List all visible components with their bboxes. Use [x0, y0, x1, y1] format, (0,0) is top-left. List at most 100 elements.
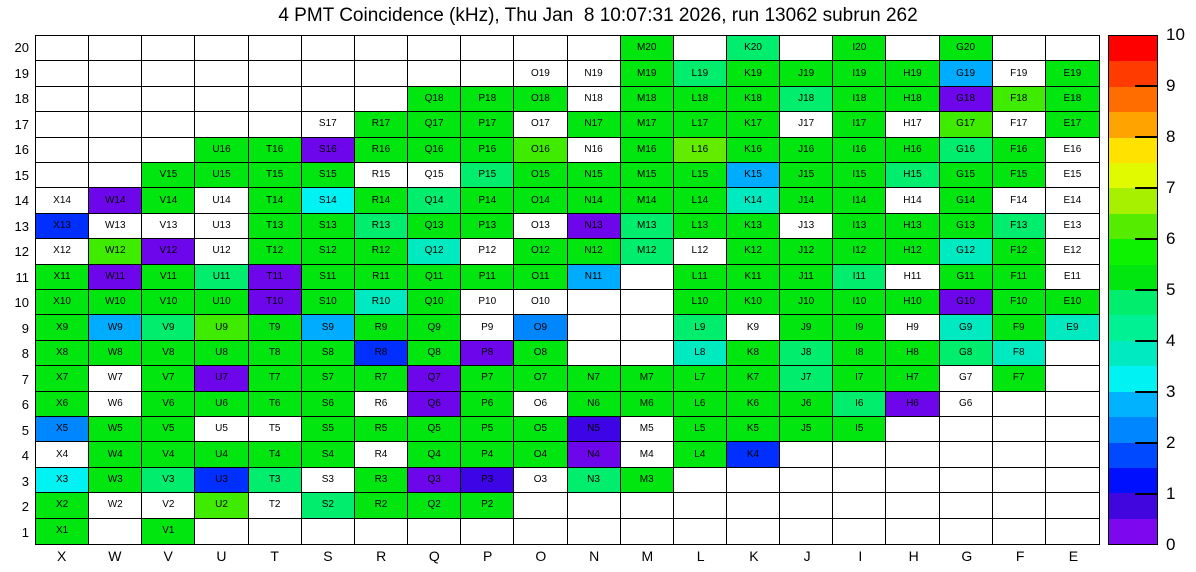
grid-cell: N16: [567, 137, 621, 163]
grid-cell: N19: [567, 61, 621, 87]
grid-cell: U12: [195, 239, 249, 265]
y-axis-label: 1: [21, 524, 29, 540]
grid-cell: L19: [673, 61, 727, 87]
grid-cell: E17: [1045, 112, 1099, 138]
grid-cell: [567, 493, 621, 519]
grid-cell: V6: [142, 391, 196, 417]
grid-cell: [673, 493, 727, 519]
grid-cell: G12: [939, 239, 993, 265]
grid-cell: S15: [301, 162, 355, 189]
grid-cell: [833, 442, 887, 468]
grid-cell: S10: [301, 289, 355, 316]
grid-cell: F9: [992, 315, 1046, 341]
grid-cell: F8: [992, 340, 1046, 367]
grid-cell: G16: [939, 137, 993, 163]
grid-cell: Q14: [408, 188, 462, 214]
grid-cell: [142, 137, 196, 163]
x-axis-label: H: [908, 548, 919, 564]
grid-cell: E16: [1045, 137, 1099, 163]
colorbar-band: [1109, 112, 1157, 138]
grid-cell: M13: [620, 213, 674, 240]
grid-cell: [461, 61, 515, 87]
grid-cell: U9: [195, 315, 249, 341]
grid-cell: [408, 61, 462, 87]
colorbar-band: [1109, 86, 1157, 113]
y-axis-label: 15: [14, 167, 29, 183]
grid-cell: K19: [726, 61, 781, 87]
x-axis-label: M: [641, 548, 654, 564]
grid-cell: P16: [461, 137, 515, 163]
grid-cell: W11: [89, 264, 143, 290]
grid-cell: [886, 518, 940, 544]
grid-cell: [461, 36, 515, 62]
grid-cell: K12: [726, 239, 781, 265]
grid-cell: U4: [195, 442, 249, 468]
grid-cell: O15: [514, 162, 568, 189]
grid-cell: J11: [780, 264, 834, 290]
grid-cell: [992, 391, 1046, 417]
x-axis-label: W: [108, 548, 122, 564]
colorbar-band: [1109, 467, 1157, 494]
colorbar-band: [1109, 137, 1157, 164]
grid-cell: T15: [248, 162, 302, 189]
grid-cell: N4: [567, 442, 621, 468]
grid-cell: N6: [567, 391, 621, 417]
grid-cell: [620, 340, 674, 367]
grid-cell: G18: [939, 86, 993, 113]
grid-cell: [992, 442, 1046, 468]
grid-cell: [1045, 341, 1099, 367]
grid-cell: G20: [939, 36, 993, 62]
grid-cell: [461, 518, 515, 544]
colorbar-band: [1109, 163, 1157, 189]
grid-cell: G19: [939, 61, 993, 87]
grid-cell: S13: [301, 213, 355, 240]
grid-cell: O18: [514, 86, 568, 113]
grid-cell: U8: [195, 340, 249, 367]
grid-cell: [89, 137, 143, 163]
grid-cell: O19: [514, 61, 568, 87]
grid-cell: W7: [89, 366, 143, 392]
grid-cell: [1045, 36, 1099, 62]
grid-cell: [1045, 468, 1099, 494]
grid-cell: I14: [833, 188, 887, 214]
y-axis-label: 18: [14, 91, 29, 107]
grid-cell: P10: [461, 289, 515, 316]
grid-cell: [1045, 417, 1099, 443]
y-axis-label: 8: [21, 346, 29, 362]
grid-cell: U11: [195, 264, 249, 290]
grid-cell: I18: [833, 86, 887, 113]
grid-cell: M17: [620, 112, 674, 138]
grid-cell: U16: [195, 137, 249, 163]
x-axis-label: L: [696, 548, 705, 564]
grid-cell: K10: [726, 289, 781, 316]
grid-cell: [195, 86, 249, 113]
x-axis-label: P: [482, 548, 493, 564]
grid-cell: K13: [726, 213, 781, 240]
grid-cell: G17: [939, 112, 993, 138]
grid-cell: [195, 36, 249, 62]
y-axis-label: 12: [14, 244, 29, 260]
grid-cell: Q10: [408, 289, 462, 316]
grid-cell: M3: [620, 467, 674, 494]
grid-cell: M5: [620, 416, 674, 443]
grid-cell: H10: [886, 289, 940, 316]
grid-cell: V2: [142, 493, 196, 519]
grid-cell: R3: [354, 467, 409, 494]
grid-cell: P13: [461, 213, 515, 240]
grid-cell: K14: [726, 188, 781, 214]
grid-cell: J16: [780, 137, 834, 163]
y-axis-label: 16: [14, 142, 29, 158]
grid-cell: [886, 36, 940, 62]
grid-cell: J5: [780, 416, 834, 443]
grid-cell: O12: [514, 239, 568, 265]
grid-cell: V11: [142, 264, 196, 290]
grid-cell: L8: [673, 340, 727, 367]
grid-cell: W10: [89, 289, 143, 316]
grid-cell: I17: [833, 112, 887, 138]
grid-cell: F7: [992, 366, 1046, 392]
grid-cell: J19: [780, 61, 834, 87]
grid-cell: T16: [248, 137, 302, 163]
grid-cell: J6: [780, 391, 834, 417]
grid-cell: S11: [301, 264, 355, 290]
grid-cell: L10: [673, 289, 727, 316]
